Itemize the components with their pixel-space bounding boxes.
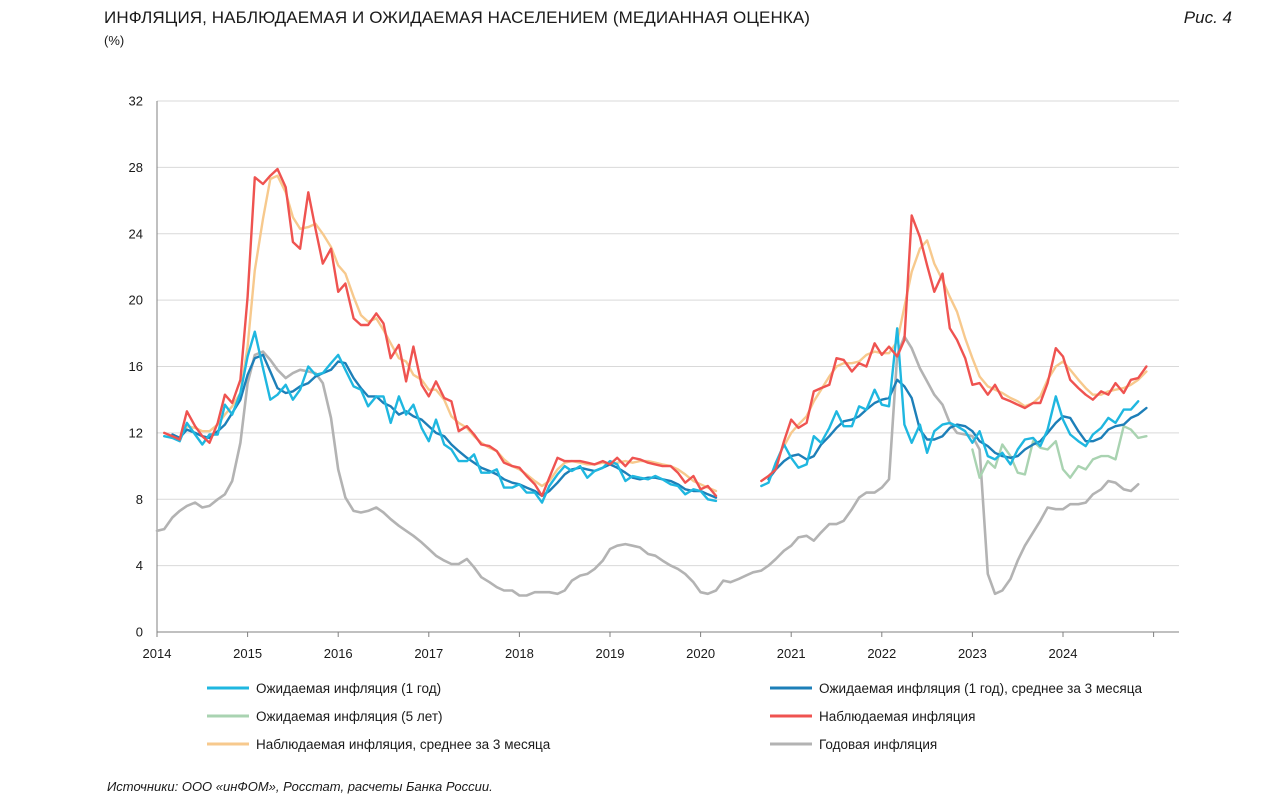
x-tick-label: 2015 [233,646,262,661]
x-tick-label: 2022 [867,646,896,661]
x-tick-label: 2020 [686,646,715,661]
series-line-1d7fb8 [171,353,1148,499]
series-line-1fb7e0 [163,327,1140,504]
figure-label: Рис. 4 [1183,8,1232,27]
y-tick-label: 12 [129,425,143,440]
series-lines [155,167,1148,597]
legend-label: Ожидаемая инфляция (1 год) [256,681,441,696]
x-tick-label: 2021 [777,646,806,661]
series-line-f7c98d [171,174,1148,493]
source-note: Источники: ООО «инФОМ», Росстат, расчеты… [107,779,493,794]
chart-title: ИНФЛЯЦИЯ, НАБЛЮДАЕМАЯ И ОЖИДАЕМАЯ НАСЕЛЕ… [104,8,811,27]
y-tick-label: 0 [136,625,143,640]
x-tick-label: 2016 [324,646,353,661]
legend: Ожидаемая инфляция (1 год) Ожидаемая инфл… [207,681,1142,752]
unit-label: (%) [104,33,125,48]
x-tick-label: 2023 [958,646,987,661]
y-tick-label: 20 [129,293,143,308]
y-tick-label: 32 [129,94,143,109]
x-tick-label: 2017 [414,646,443,661]
y-tick-label: 24 [129,226,143,241]
legend-label: Годовая инфляция [819,737,937,752]
y-tick-label: 4 [136,558,143,573]
legend-label: Наблюдаемая инфляция [819,709,975,724]
y-tick-label: 16 [129,359,143,374]
x-tick-label: 2014 [143,646,172,661]
x-tick-label: 2018 [505,646,534,661]
legend-label: Ожидаемая инфляция (5 лет) [256,709,443,724]
legend-label: Наблюдаемая инфляция, среднее за 3 месяц… [256,737,551,752]
series-line-a9d3b1 [971,425,1148,479]
x-tick-label: 2019 [596,646,625,661]
x-tick-label: 2024 [1049,646,1078,661]
legend-label: Ожидаемая инфляция (1 год), среднее за 3… [819,681,1142,696]
grid [157,100,1179,567]
series-line-ef5350 [163,167,1148,498]
y-tick-label: 8 [136,492,143,507]
y-tick-label: 28 [129,160,143,175]
